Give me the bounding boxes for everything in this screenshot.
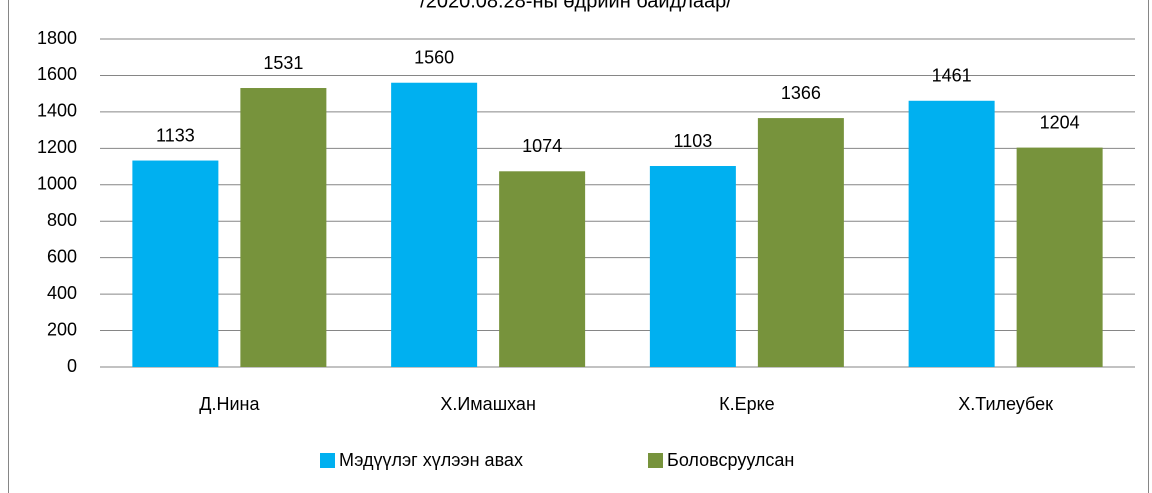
legend-swatch [320,453,335,468]
bar [757,118,844,367]
bar [391,82,478,367]
value-label: 1461 [932,66,972,86]
value-label: 1366 [781,83,821,103]
legend-swatch [648,453,663,468]
value-label: 1133 [156,125,195,145]
y-tick-label: 0 [67,356,77,376]
value-label: 1560 [414,47,454,67]
value-label: 1103 [674,131,713,151]
chart-border [8,0,1149,493]
y-tick-label: 1000 [37,174,77,194]
y-tick-label: 800 [47,210,77,230]
bar [908,100,995,368]
chart-title: /2020.08.28-ны өдрийн байдлаар/ [420,0,732,12]
value-label: 1204 [1040,112,1080,132]
x-tick-label: К.Ерке [719,394,775,414]
value-label: 1074 [522,136,562,156]
y-tick-label: 400 [47,283,77,303]
legend-label: Мэдүүлэг хүлээн авах [339,450,523,470]
bar [1016,147,1103,367]
bar [132,160,219,367]
y-tick-label: 1600 [37,64,77,84]
y-tick-label: 200 [47,319,77,339]
y-tick-label: 1800 [37,28,77,48]
y-tick-label: 1400 [37,101,77,121]
bar [649,166,736,367]
x-tick-label: Х.Имашхан [440,394,536,414]
x-tick-label: Х.Тилеубек [958,394,1053,414]
x-tick-label: Д.Нина [199,394,260,414]
bar [240,88,327,368]
y-tick-label: 1200 [37,137,77,157]
bar [499,171,586,367]
legend-label: Боловсруулсан [667,450,794,470]
y-tick-label: 600 [47,246,77,266]
value-label: 1531 [263,53,303,73]
